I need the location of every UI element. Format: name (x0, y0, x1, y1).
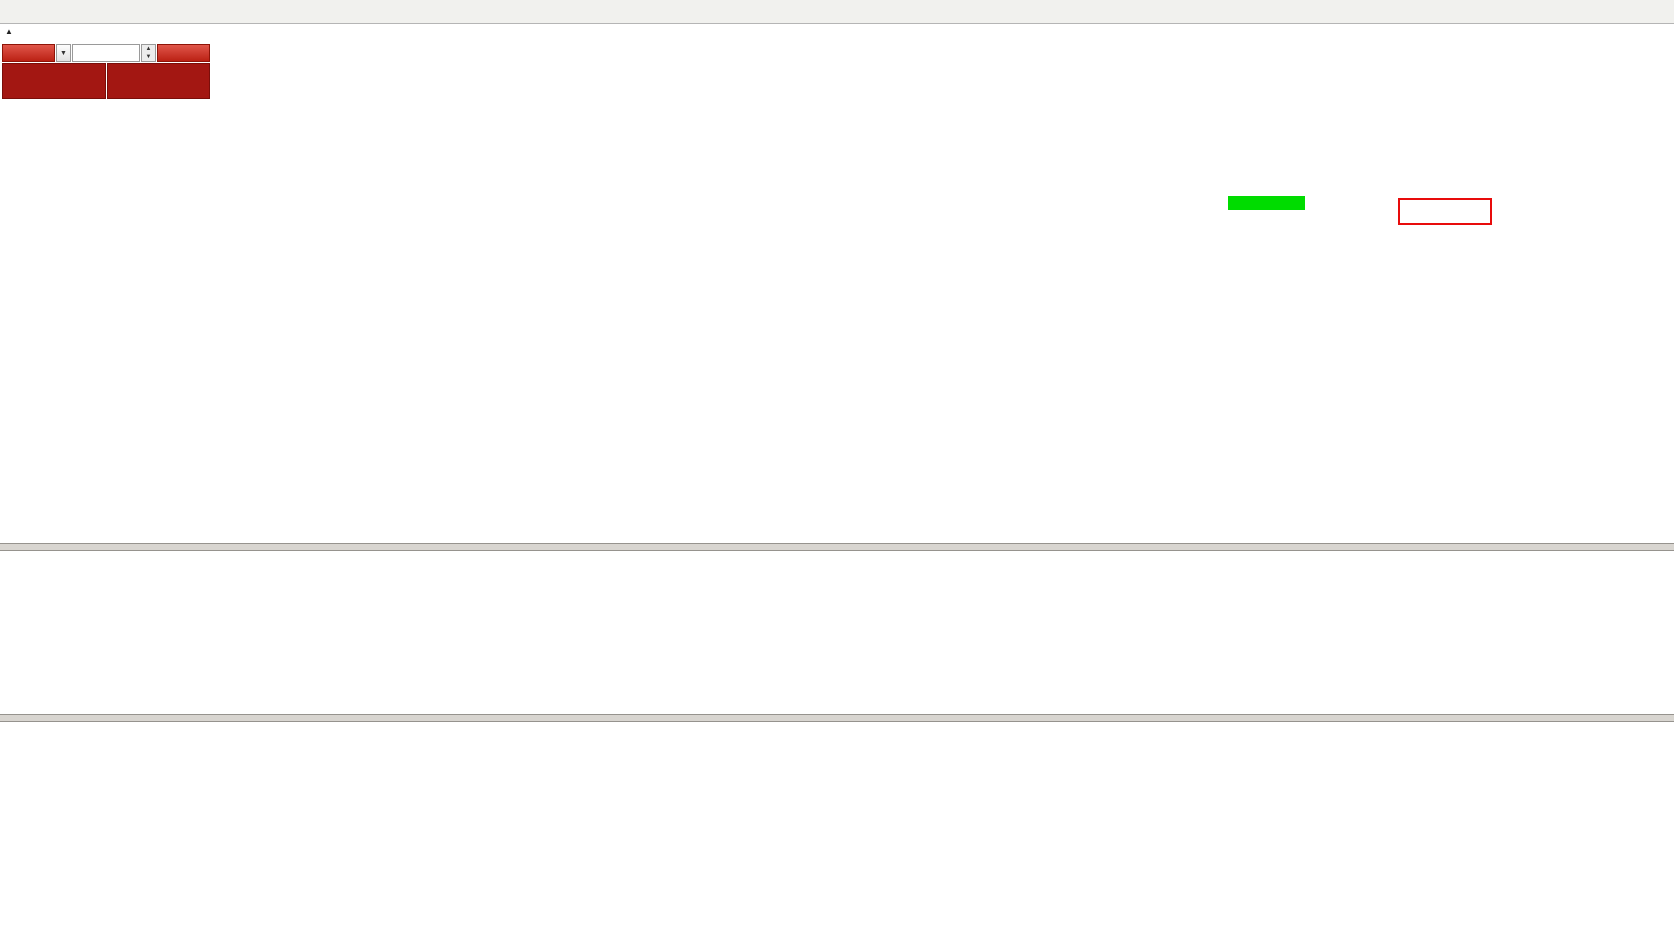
panel-splitter-rsi[interactable] (0, 714, 1674, 722)
buy-button[interactable] (157, 44, 210, 62)
chart-expand-icon[interactable]: ▲ (5, 27, 13, 36)
stepper-down-icon[interactable]: ▼ (145, 54, 152, 60)
panel-splitter-macd[interactable] (0, 543, 1674, 551)
price-chart-canvas[interactable] (0, 24, 1674, 951)
stepper-up-icon[interactable]: ▲ (145, 46, 152, 52)
one-click-trade-panel: ▼ ▲ ▼ (2, 44, 210, 99)
sell-button[interactable] (2, 44, 55, 62)
chart-window: ▲ ▼ ▲ ▼ (0, 24, 1674, 951)
price-callout[interactable] (1398, 198, 1492, 225)
buy-price-display[interactable] (106, 63, 210, 99)
volume-input[interactable] (72, 44, 140, 62)
main-toolbar (0, 0, 1674, 24)
symbol-info: ▲ (5, 27, 48, 36)
volume-stepper[interactable]: ▲ ▼ (141, 44, 156, 62)
sell-price-display[interactable] (2, 63, 106, 99)
highlight-rectangle[interactable] (1228, 196, 1305, 210)
order-type-dropdown[interactable]: ▼ (56, 44, 71, 62)
caret-down-icon: ▼ (60, 49, 67, 57)
